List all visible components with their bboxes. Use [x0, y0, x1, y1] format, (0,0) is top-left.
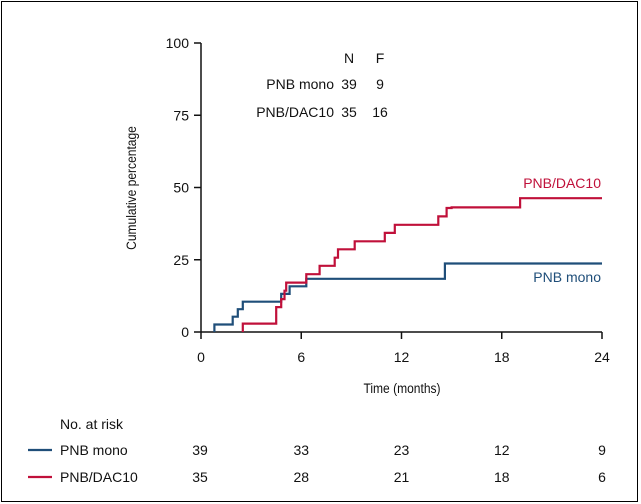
nf-row-f: 16 — [372, 104, 388, 120]
nf-row-n: 39 — [341, 76, 357, 92]
x-axis-label: Time (months) — [363, 380, 440, 396]
risk-value: 21 — [394, 469, 410, 485]
y-tick-label: 100 — [166, 35, 190, 51]
x-ticks: 0 6 12 18 24 — [197, 332, 610, 365]
series-label-pnb-mono: PNB mono — [533, 269, 601, 285]
risk-value: 28 — [293, 469, 309, 485]
y-tick-label: 50 — [173, 180, 189, 196]
x-tick-label: 18 — [494, 349, 510, 365]
risk-value: 39 — [192, 442, 208, 458]
risk-value: 9 — [598, 442, 606, 458]
risk-value: 23 — [394, 442, 410, 458]
y-tick-label: 25 — [173, 252, 189, 268]
nf-row-name: PNB mono — [266, 76, 334, 92]
curves — [213, 197, 602, 332]
risk-value: 18 — [494, 469, 510, 485]
risk-table-title: No. at risk — [60, 416, 124, 432]
risk-row-name: PNB mono — [60, 442, 128, 458]
y-ticks: 0 25 50 75 100 — [166, 35, 201, 340]
series-label-pnb-dac10: PNB/DAC10 — [523, 175, 601, 191]
risk-value: 35 — [192, 469, 208, 485]
y-tick-label: 75 — [173, 107, 189, 123]
y-axis-label: Cumulative percentage — [123, 126, 139, 250]
risk-value: 33 — [293, 442, 309, 458]
risk-row-name: PNB/DAC10 — [60, 469, 138, 485]
nf-row-f: 9 — [376, 76, 384, 92]
risk-value: 6 — [598, 469, 606, 485]
nf-row-name: PNB/DAC10 — [256, 104, 334, 120]
series-line-pnb-dac10 — [241, 197, 602, 332]
x-tick-label: 24 — [594, 349, 610, 365]
nf-row-n: 35 — [341, 104, 357, 120]
nf-header-f: F — [376, 50, 385, 66]
risk-value: 12 — [494, 442, 510, 458]
x-tick-label: 0 — [197, 349, 205, 365]
x-tick-label: 12 — [394, 349, 410, 365]
risk-table: PNB mono 39 33 23 12 9 PNB/DAC10 35 28 21 18 6 — [28, 442, 606, 485]
y-tick-label: 0 — [181, 324, 189, 340]
nf-header-n: N — [344, 50, 354, 66]
x-tick-label: 6 — [297, 349, 305, 365]
